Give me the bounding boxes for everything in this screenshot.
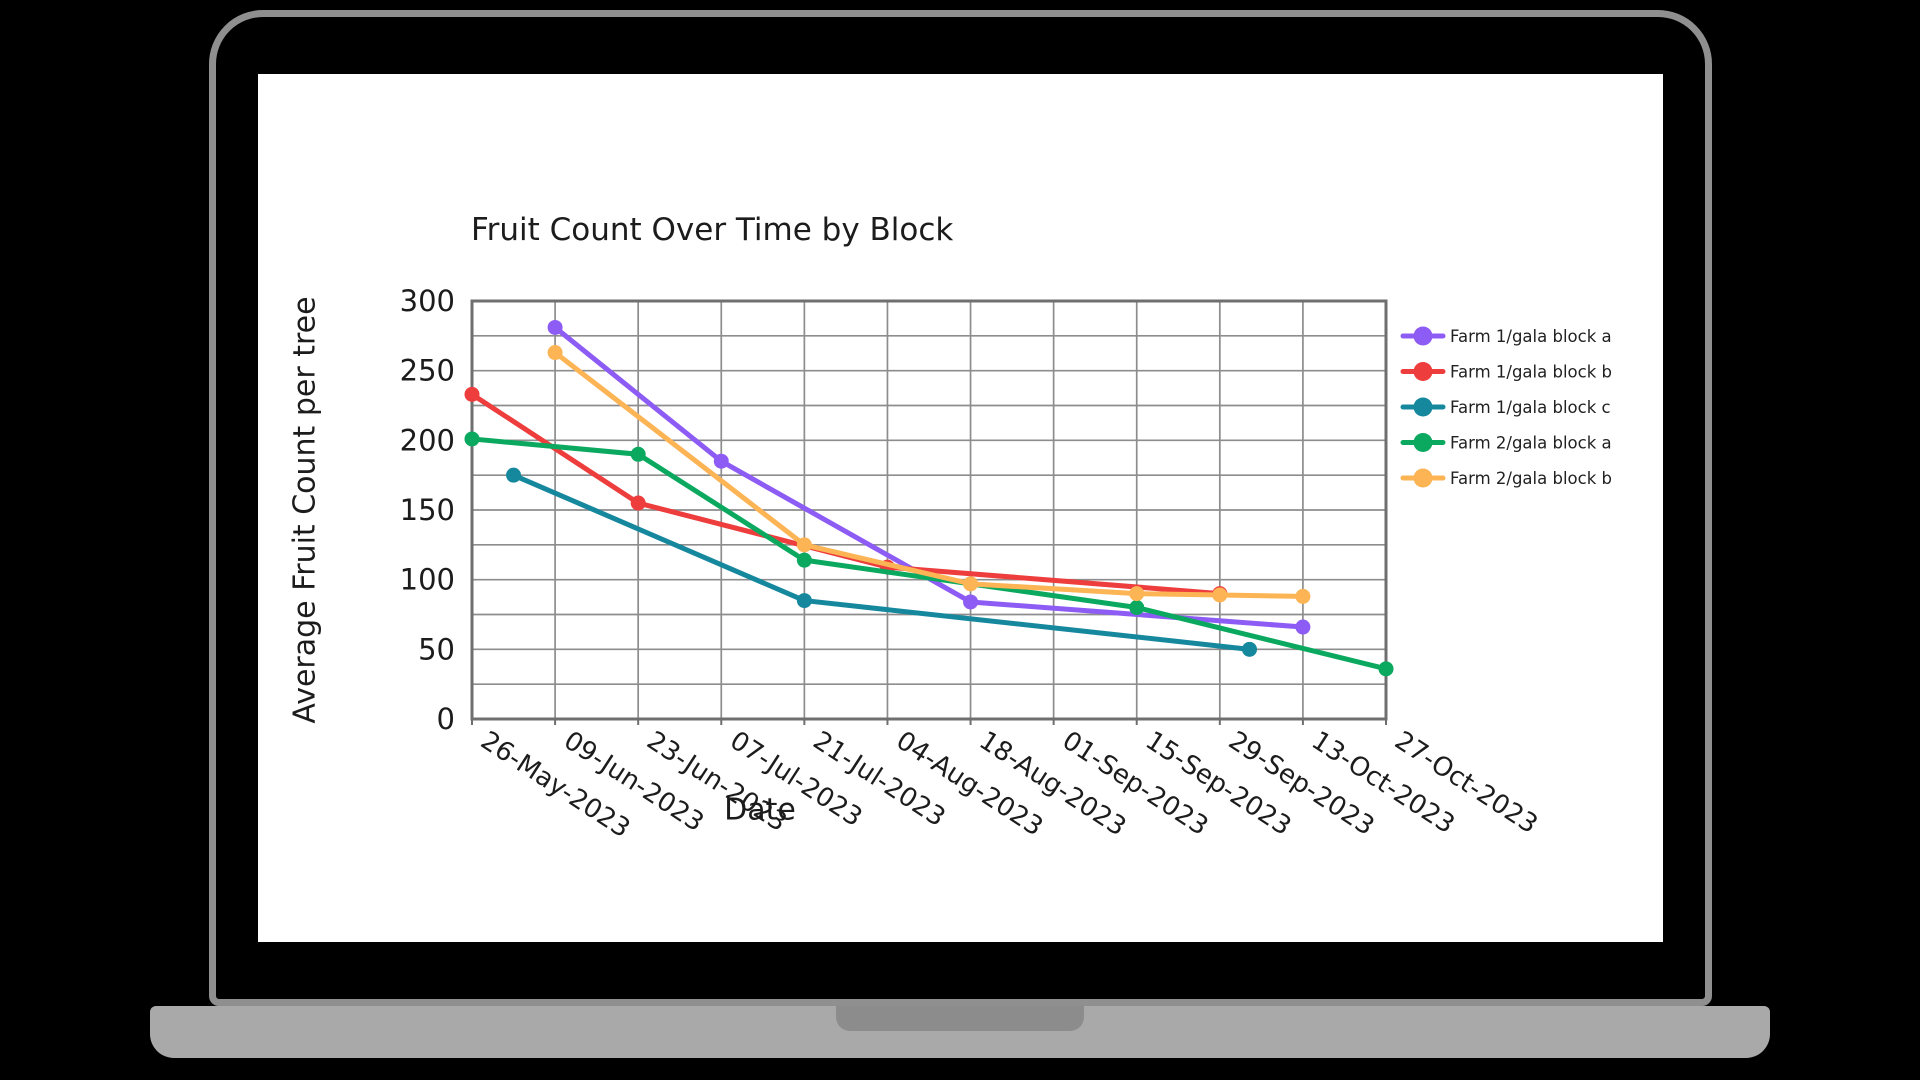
line-chart: 05010015020025030026-May-202309-Jun-2023…: [400, 284, 1612, 844]
legend-label: Farm 2/gala block b: [1450, 469, 1612, 488]
data-point-farm-2-gala-block-b: [1212, 587, 1228, 603]
data-point-farm-1-gala-block-b: [630, 495, 646, 511]
y-tick-label: 250: [400, 354, 455, 388]
data-point-farm-2-gala-block-b: [1295, 588, 1311, 604]
plot-border: [470, 299, 1388, 721]
data-point-farm-1-gala-block-c: [796, 593, 812, 609]
chart-title: Fruit Count Over Time by Block: [471, 212, 954, 248]
data-point-farm-1-gala-block-b: [464, 386, 480, 402]
y-tick-label: 50: [418, 632, 455, 666]
legend-marker-icon: [1413, 433, 1433, 452]
legend-item-farm-1-gala-block-b[interactable]: Farm 1/gala block b: [1400, 362, 1612, 382]
data-point-farm-2-gala-block-a: [1129, 600, 1145, 616]
laptop-screen: Fruit Count Over Time by Block Average F…: [258, 74, 1663, 942]
y-axis-title: Average Fruit Count per tree: [287, 296, 323, 724]
y-tick-label: 150: [400, 493, 455, 527]
legend-item-farm-1-gala-block-c[interactable]: Farm 1/gala block c: [1400, 397, 1611, 418]
data-point-farm-1-gala-block-a: [713, 453, 729, 469]
laptop-notch: [836, 1006, 1084, 1031]
data-point-farm-2-gala-block-b: [1129, 586, 1145, 602]
series-line-farm-2-gala-block-b: [552, 350, 1306, 599]
data-point-farm-2-gala-block-b: [547, 345, 563, 361]
data-point-farm-2-gala-block-b: [963, 576, 979, 592]
legend-label: Farm 1/gala block a: [1450, 327, 1612, 346]
y-tick-label: 300: [400, 284, 455, 318]
legend-marker-icon: [1413, 397, 1433, 417]
data-point-farm-2-gala-block-a: [796, 552, 812, 568]
series-line-farm-2-gala-block-a: [469, 436, 1389, 672]
data-point-farm-1-gala-block-c: [506, 467, 522, 483]
legend-marker-icon: [1413, 468, 1433, 488]
data-point-farm-2-gala-block-a: [630, 446, 646, 462]
data-point-farm-1-gala-block-a: [963, 594, 979, 610]
y-tick-label: 200: [400, 423, 455, 457]
legend-item-farm-1-gala-block-a[interactable]: Farm 1/gala block a: [1400, 326, 1612, 347]
legend-item-farm-2-gala-block-a[interactable]: Farm 2/gala block a: [1400, 433, 1612, 453]
legend-label: Farm 1/gala block b: [1450, 363, 1612, 382]
legend-marker-icon: [1413, 362, 1433, 381]
legend-item-farm-2-gala-block-b[interactable]: Farm 2/gala block b: [1400, 468, 1612, 489]
series-line-farm-1-gala-block-a: [552, 324, 1306, 630]
y-tick-label: 100: [400, 563, 455, 597]
data-point-farm-2-gala-block-b: [796, 537, 812, 553]
data-point-farm-1-gala-block-a: [547, 319, 563, 335]
legend-marker-icon: [1413, 326, 1433, 346]
y-tick-label: 0: [437, 702, 455, 736]
x-axis-title: Date: [724, 792, 796, 828]
data-point-farm-1-gala-block-a: [1295, 619, 1311, 635]
data-point-farm-1-gala-block-c: [1241, 641, 1257, 657]
data-point-farm-2-gala-block-a: [1378, 661, 1394, 677]
legend-label: Farm 2/gala block a: [1450, 434, 1612, 453]
data-point-farm-2-gala-block-a: [464, 431, 480, 447]
legend-label: Farm 1/gala block c: [1450, 398, 1611, 417]
